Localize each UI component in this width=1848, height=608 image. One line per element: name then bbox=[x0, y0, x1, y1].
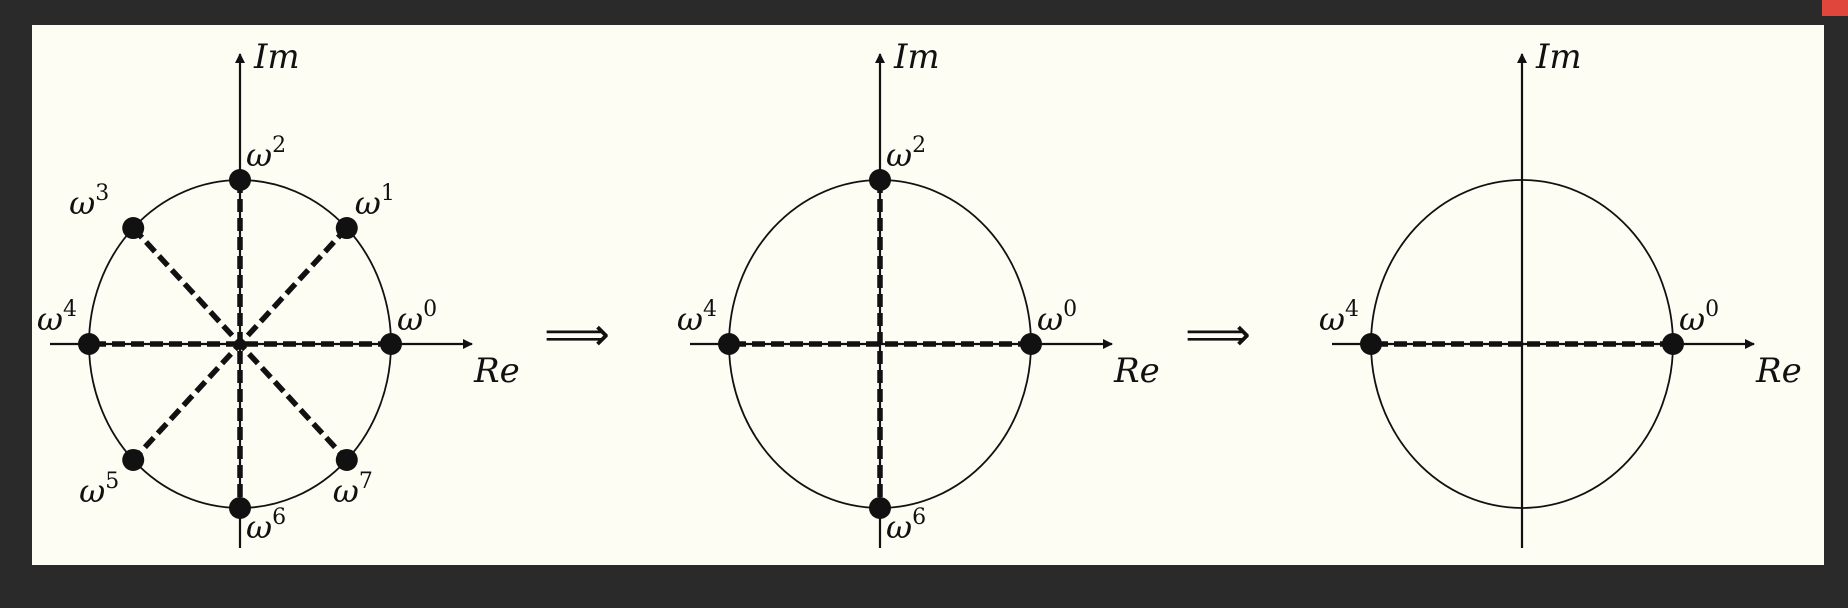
root-point-w5 bbox=[122, 448, 145, 471]
root-label-w4: ω4 bbox=[677, 297, 717, 338]
dashed-pair-line bbox=[131, 226, 349, 462]
root-point-w6 bbox=[229, 497, 251, 519]
implies-arrow-2: ⟹ bbox=[1185, 307, 1251, 361]
root-point-w2 bbox=[869, 169, 891, 191]
root-label-w6: ω6 bbox=[886, 505, 926, 546]
root-point-w4 bbox=[78, 333, 100, 355]
root-label-w3: ω3 bbox=[69, 181, 109, 222]
root-label-w5: ω5 bbox=[79, 469, 119, 510]
root-point-w2 bbox=[229, 169, 251, 191]
corner-mark bbox=[1822, 0, 1848, 16]
root-point-w6 bbox=[869, 497, 891, 519]
imaginary-axis-label: Im bbox=[893, 37, 940, 77]
imaginary-axis-label: Im bbox=[253, 37, 300, 77]
root-label-w1: ω1 bbox=[355, 181, 395, 222]
panel-2: Re Im ω0 ω2 ω4 ω6 bbox=[677, 37, 1160, 548]
root-point-w4 bbox=[718, 333, 740, 355]
panel-3: Re Im ω0 ω4 bbox=[1319, 37, 1802, 548]
root-label-w2: ω2 bbox=[886, 133, 926, 174]
root-label-w7: ω7 bbox=[333, 469, 373, 510]
real-axis-label: Re bbox=[1113, 351, 1160, 391]
root-label-w2: ω2 bbox=[246, 133, 286, 174]
root-point-w0 bbox=[1662, 333, 1684, 355]
root-point-w1 bbox=[335, 217, 358, 240]
implies-arrow-1: ⟹ bbox=[544, 307, 610, 361]
root-label-w0: ω0 bbox=[397, 297, 437, 338]
root-label-w4: ω4 bbox=[37, 297, 77, 338]
root-point-w4 bbox=[1360, 333, 1382, 355]
canvas-background bbox=[32, 25, 1824, 565]
real-axis-label: Re bbox=[473, 351, 520, 391]
panels-group: Re Im ω0 ω1 ω2 ω3 ω4 ω5 ω6 ω7 Re Im ω0 ω2 ω4 ω6 Re Im ω0 ω4… bbox=[37, 37, 1802, 548]
root-point-w0 bbox=[380, 333, 402, 355]
root-point-w7 bbox=[335, 448, 358, 471]
root-label-w0: ω0 bbox=[1679, 297, 1719, 338]
root-point-w3 bbox=[122, 217, 145, 240]
root-label-w0: ω0 bbox=[1037, 297, 1077, 338]
imaginary-axis-label: Im bbox=[1535, 37, 1582, 77]
real-axis-label: Re bbox=[1755, 351, 1802, 391]
root-point-w0 bbox=[1020, 333, 1042, 355]
root-label-w4: ω4 bbox=[1319, 297, 1359, 338]
panel-1: Re Im ω0 ω1 ω2 ω3 ω4 ω5 ω6 ω7 bbox=[37, 37, 520, 548]
root-label-w6: ω6 bbox=[246, 505, 286, 546]
